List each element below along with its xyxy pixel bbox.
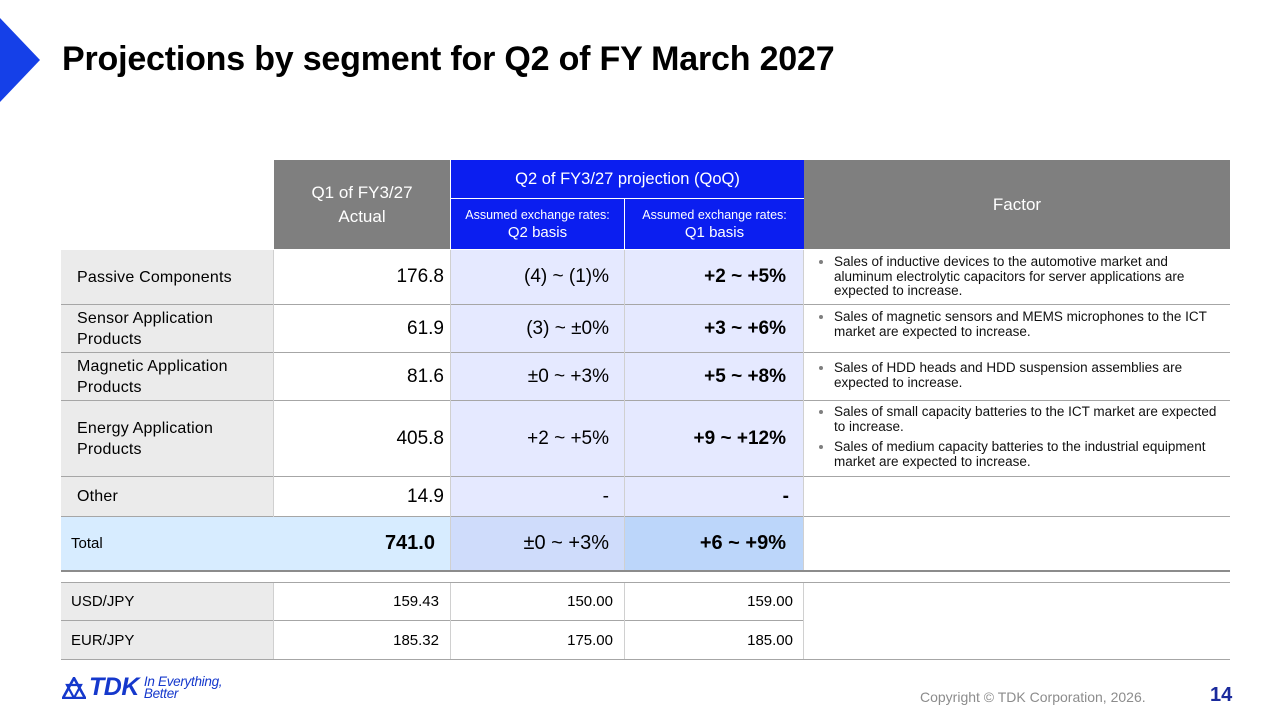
- segment-energy-application: Energy Application Products: [61, 401, 273, 476]
- q1-actual-other: 14.9: [407, 485, 444, 507]
- q1-actual-passive: 176.8: [396, 266, 444, 287]
- header-factor-label: Factor: [992, 194, 1042, 214]
- fx-col-divider-4: [803, 583, 804, 659]
- page-number: 14: [1210, 684, 1233, 706]
- tdk-emblem-icon: [62, 676, 86, 699]
- factor-magnetic: Sales of HDD heads and HDD suspension as…: [804, 353, 1230, 400]
- header-q2-basis: Assumed exchange rates: Q2 basis: [451, 199, 624, 249]
- factor-other: [804, 477, 1230, 516]
- fx-usd-jpy-q1-basis: 159.00: [747, 593, 793, 610]
- total-q1-basis: +6 ~ +9%: [625, 517, 804, 570]
- fx-col-divider-1: [273, 583, 274, 659]
- total-q1-actual: 741.0: [384, 532, 435, 554]
- total-q2-basis: ±0 ~ +3%: [451, 517, 624, 570]
- total-row-background: [61, 517, 450, 570]
- header-q2-projection-label: Q2 of FY3/27 projection (QoQ): [515, 169, 740, 188]
- factor-passive: Sales of inductive devices to the automo…: [804, 250, 1230, 304]
- col-divider-2: [450, 250, 451, 570]
- fx-eur-jpy-q2-basis: 175.00: [567, 631, 613, 649]
- factor-sensor: Sales of magnetic sensors and MEMS micro…: [804, 305, 1230, 352]
- header-bottom-rule: [61, 249, 1230, 250]
- fx-eur-jpy-label: EUR/JPY: [61, 621, 273, 659]
- tdk-logo: TDK In Everything, Better: [62, 673, 223, 702]
- header-divider-q2: [624, 199, 625, 249]
- header-q1-basis: Assumed exchange rates: Q1 basis: [625, 199, 804, 249]
- q2-basis-sensor: (3) ~ ±0%: [451, 305, 624, 352]
- q2-basis-passive: (4) ~ (1)%: [451, 250, 624, 304]
- header-q1-actual-line2: Actual: [338, 206, 386, 226]
- q1-basis-magnetic: +5 ~ +8%: [625, 353, 804, 400]
- total-bottom-rule: [61, 570, 1230, 572]
- factor-sensor-item-1: Sales of magnetic sensors and MEMS micro…: [834, 309, 1218, 339]
- row-divider-3: [61, 400, 1230, 401]
- fx-usd-jpy-q1-actual: 159.43: [393, 593, 439, 610]
- factor-magnetic-item-1: Sales of HDD heads and HDD suspension as…: [834, 360, 1218, 390]
- header-q1-actual: Q1 of FY3/27 Actual: [274, 160, 450, 249]
- factor-energy: Sales of small capacity batteries to the…: [804, 401, 1230, 476]
- fx-eur-jpy-q1-actual: 185.32: [393, 631, 439, 649]
- factor-passive-item-1: Sales of inductive devices to the automo…: [834, 254, 1218, 299]
- fx-top-rule: [61, 582, 1230, 583]
- fx-usd-jpy-label: USD/JPY: [61, 583, 273, 620]
- segment-other: Other: [61, 477, 273, 516]
- copyright-notice: Copyright © TDK Corporation, 2026.: [920, 689, 1146, 705]
- col-divider-4: [803, 250, 804, 570]
- row-divider-2: [61, 352, 1230, 353]
- fx-row-divider: [61, 620, 804, 621]
- header-q1-basis-line2: Q1 basis: [684, 224, 745, 241]
- page-title: Projections by segment for Q2 of FY Marc…: [62, 40, 835, 78]
- logo-tagline: In Everything, Better: [143, 673, 223, 701]
- q1-basis-other: -: [625, 477, 804, 516]
- factor-energy-item-1: Sales of small capacity batteries to the…: [834, 404, 1218, 434]
- header-q1-basis-line1: Assumed exchange rates:: [642, 208, 787, 222]
- corner-accent-triangle: [0, 18, 40, 102]
- logo-tagline-line1: In Everything,: [143, 673, 223, 689]
- logo-tagline-line2: Better: [143, 685, 179, 701]
- row-divider-4: [61, 476, 1230, 477]
- q1-actual-magnetic: 81.6: [407, 365, 444, 387]
- row-divider-5: [61, 516, 1230, 517]
- segment-passive-components: Passive Components: [61, 250, 273, 304]
- fx-usd-jpy-q2-basis: 150.00: [567, 593, 613, 610]
- fx-bottom-rule: [61, 659, 1230, 660]
- q1-basis-passive: +2 ~ +5%: [625, 250, 804, 304]
- col-divider-1: [273, 250, 274, 517]
- col-divider-3: [624, 250, 625, 570]
- q1-basis-sensor: +3 ~ +6%: [625, 305, 804, 352]
- header-divider-row: [451, 198, 804, 199]
- header-q2-basis-line2: Q2 basis: [507, 224, 568, 241]
- q2-basis-energy: +2 ~ +5%: [451, 401, 624, 476]
- header-q2-basis-line1: Assumed exchange rates:: [465, 208, 610, 222]
- header-q2-projection: Q2 of FY3/27 projection (QoQ): [451, 160, 804, 198]
- factor-energy-item-2: Sales of medium capacity batteries to th…: [834, 439, 1218, 469]
- q2-basis-other: -: [451, 477, 624, 516]
- fx-eur-jpy-q1-basis: 185.00: [747, 631, 793, 649]
- q1-actual-sensor: 61.9: [407, 317, 444, 339]
- row-divider-1: [61, 304, 1230, 305]
- header-q1-actual-line1: Q1 of FY3/27: [311, 182, 413, 202]
- q1-actual-energy: 405.8: [396, 427, 444, 449]
- fx-col-divider-2: [450, 583, 451, 659]
- segment-magnetic-application: Magnetic Application Products: [61, 353, 273, 400]
- segment-sensor-application: Sensor Application Products: [61, 305, 273, 352]
- header-factor: Factor: [804, 160, 1230, 249]
- total-label: Total: [71, 535, 103, 552]
- q2-basis-magnetic: ±0 ~ +3%: [451, 353, 624, 400]
- fx-col-divider-3: [624, 583, 625, 659]
- logo-wordmark: TDK: [89, 673, 139, 701]
- q1-basis-energy: +9 ~ +12%: [625, 401, 804, 476]
